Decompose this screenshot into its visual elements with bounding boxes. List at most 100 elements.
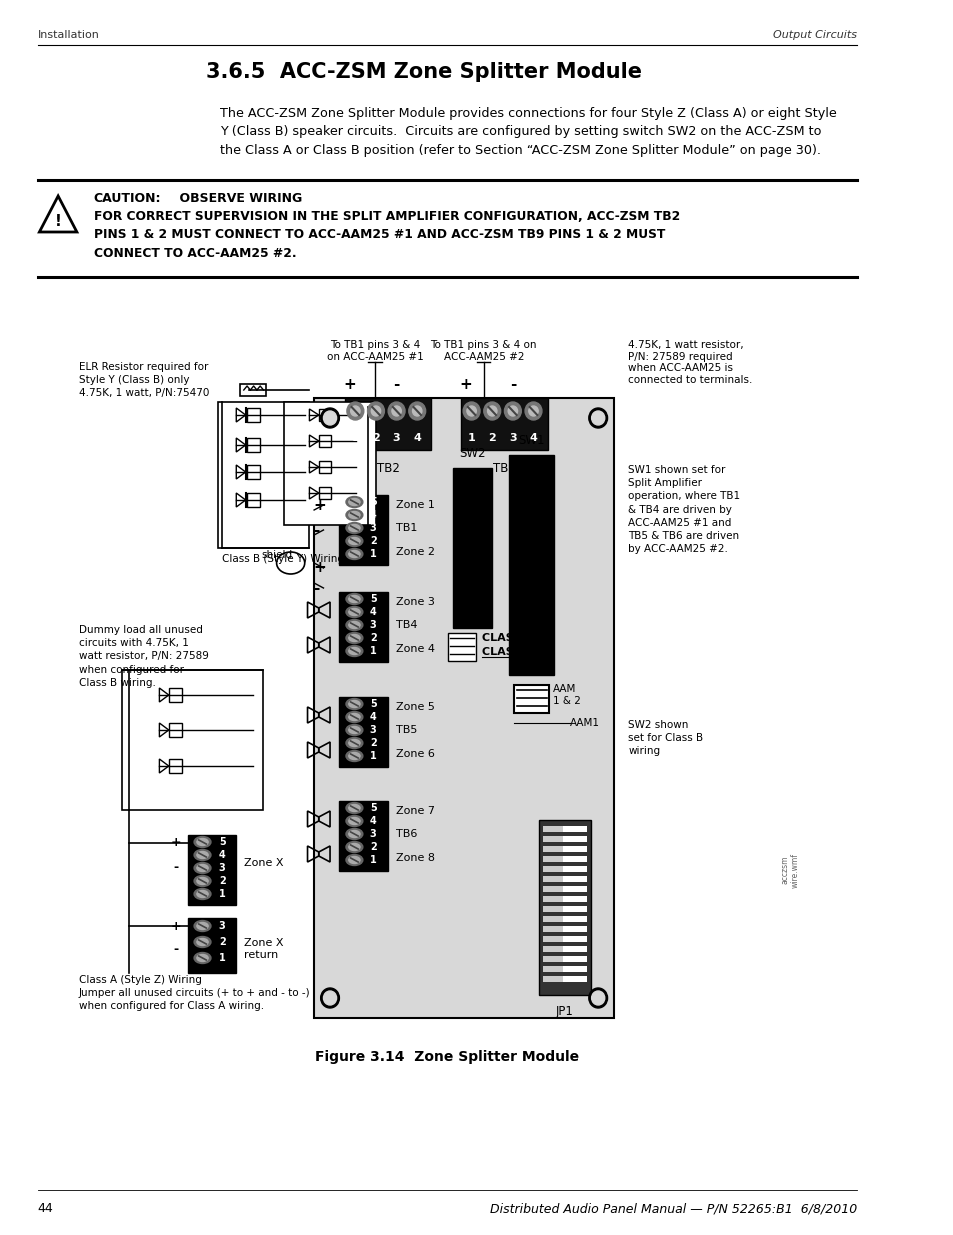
Bar (542, 916, 562, 923)
Ellipse shape (196, 878, 208, 884)
Text: +: + (171, 920, 181, 932)
Circle shape (588, 988, 607, 1008)
Ellipse shape (349, 857, 359, 863)
Ellipse shape (349, 511, 359, 519)
Ellipse shape (196, 923, 208, 930)
Circle shape (463, 403, 479, 420)
Ellipse shape (349, 818, 359, 825)
Ellipse shape (193, 850, 211, 861)
Circle shape (591, 411, 604, 425)
Bar (542, 846, 562, 852)
Bar (169, 760, 182, 773)
Bar (514, 685, 549, 713)
Text: -: - (509, 377, 516, 391)
Bar (314, 398, 614, 1018)
Text: 2: 2 (372, 433, 379, 443)
Ellipse shape (349, 537, 359, 545)
Text: 4: 4 (413, 433, 420, 443)
Text: -: - (313, 522, 319, 537)
Ellipse shape (349, 621, 359, 629)
Ellipse shape (346, 699, 362, 709)
Bar (453, 468, 492, 629)
Bar (284, 403, 375, 525)
Text: +: + (313, 498, 326, 513)
Text: 5: 5 (370, 699, 376, 709)
Ellipse shape (349, 551, 359, 557)
Text: +: + (343, 377, 355, 391)
Text: Class B (Style Y) Wiring: Class B (Style Y) Wiring (222, 555, 344, 564)
Text: 3: 3 (370, 522, 376, 534)
Ellipse shape (349, 726, 359, 734)
Text: 3.6.5  ACC-ZSM Zone Splitter Module: 3.6.5 ACC-ZSM Zone Splitter Module (206, 62, 641, 82)
Text: AAM
1 & 2: AAM 1 & 2 (553, 684, 580, 705)
Ellipse shape (346, 751, 362, 762)
Text: 4: 4 (370, 510, 376, 520)
Text: ELR Resistor required for
Style Y (Class B) only
4.75K, 1 watt, P/N:75470: ELR Resistor required for Style Y (Class… (79, 362, 209, 399)
Text: SW1 shown set for
Split Amplifier
operation, where TB1
& TB4 are driven by
ACC-A: SW1 shown set for Split Amplifier operat… (627, 466, 740, 555)
Bar (217, 403, 309, 548)
Text: +: + (171, 836, 181, 850)
Circle shape (508, 406, 517, 416)
Text: 1: 1 (370, 550, 376, 559)
Text: Class A (Style Z) Wiring
Jumper all unused circuits (+ to + and - to -)
when con: Class A (Style Z) Wiring Jumper all unus… (79, 974, 310, 1011)
Text: 3: 3 (370, 725, 376, 735)
Ellipse shape (346, 815, 362, 826)
Bar (542, 836, 562, 842)
Text: TB5: TB5 (395, 725, 416, 735)
Bar (122, 671, 262, 810)
Ellipse shape (346, 829, 362, 840)
Circle shape (504, 403, 520, 420)
Bar (542, 956, 586, 962)
Text: 1: 1 (218, 889, 225, 899)
Text: 1: 1 (370, 855, 376, 864)
Bar (542, 906, 562, 911)
Text: 2: 2 (370, 739, 376, 748)
Text: 1: 1 (467, 433, 475, 443)
Circle shape (483, 403, 500, 420)
Ellipse shape (346, 594, 362, 604)
Text: 1: 1 (370, 646, 376, 656)
Bar (542, 956, 562, 962)
Text: 1: 1 (218, 953, 225, 963)
Text: -: - (173, 944, 178, 956)
Bar (542, 897, 562, 902)
Ellipse shape (346, 803, 362, 814)
Ellipse shape (346, 855, 362, 866)
Text: 3: 3 (370, 620, 376, 630)
Bar (542, 876, 562, 882)
Bar (542, 866, 586, 872)
Bar (318, 409, 331, 421)
Bar (188, 835, 236, 905)
Bar (542, 846, 586, 852)
Text: 4: 4 (370, 816, 376, 826)
Ellipse shape (193, 952, 211, 963)
Text: 4: 4 (218, 850, 225, 860)
Bar (318, 435, 331, 447)
Ellipse shape (196, 839, 208, 846)
Ellipse shape (349, 525, 359, 531)
Ellipse shape (193, 936, 211, 947)
Text: 2: 2 (370, 634, 376, 643)
Text: AAM1: AAM1 (570, 718, 599, 727)
Text: Figure 3.14  Zone Splitter Module: Figure 3.14 Zone Splitter Module (314, 1050, 578, 1065)
Ellipse shape (349, 714, 359, 720)
Text: To TB1 pins 3 & 4
on ACC-AAM25 #1: To TB1 pins 3 & 4 on ACC-AAM25 #1 (326, 340, 423, 362)
Text: 4.75K, 1 watt resistor,
P/N: 27589 required
when ACC-AAM25 is
connected to termi: 4.75K, 1 watt resistor, P/N: 27589 requi… (627, 340, 752, 385)
Text: Zone 5: Zone 5 (395, 701, 434, 713)
Bar (542, 876, 586, 882)
Bar (542, 926, 562, 932)
Text: Zone 2: Zone 2 (395, 547, 435, 557)
Ellipse shape (346, 646, 362, 657)
Ellipse shape (346, 496, 362, 508)
Circle shape (323, 990, 336, 1005)
Circle shape (409, 403, 425, 420)
Text: 4: 4 (370, 713, 376, 722)
Circle shape (320, 988, 339, 1008)
Text: -: - (393, 377, 399, 391)
Bar (542, 926, 586, 932)
Circle shape (588, 408, 607, 429)
Ellipse shape (193, 836, 211, 847)
Text: Distributed Audio Panel Manual — P/N 52265:B1  6/8/2010: Distributed Audio Panel Manual — P/N 522… (489, 1202, 856, 1215)
Text: Zone 3: Zone 3 (395, 597, 434, 606)
Circle shape (412, 406, 421, 416)
